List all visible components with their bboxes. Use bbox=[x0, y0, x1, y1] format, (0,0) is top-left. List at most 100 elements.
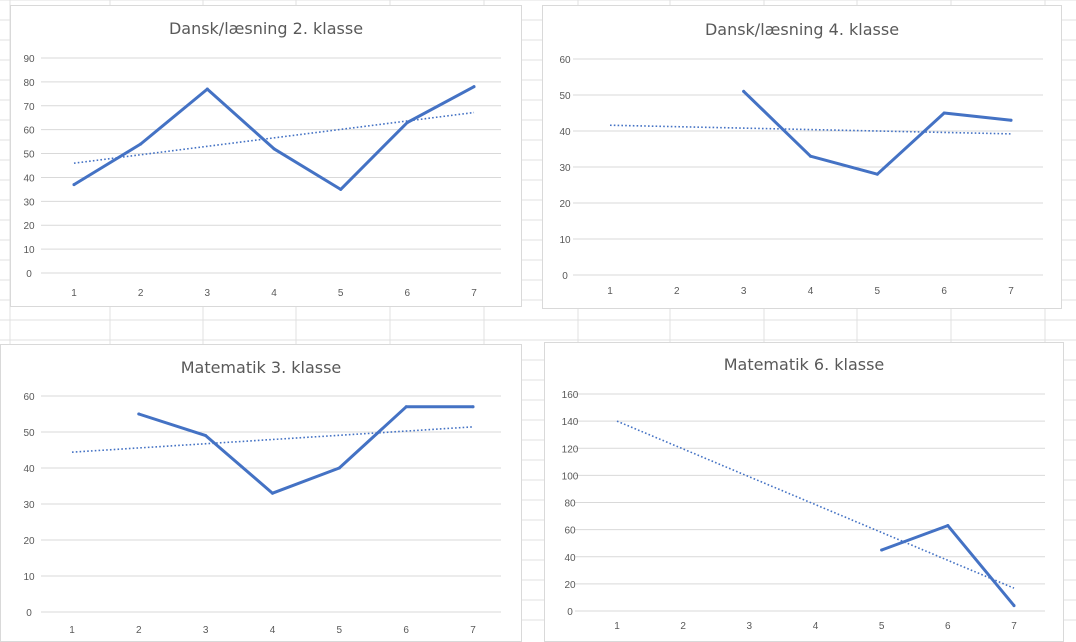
x-tick-label: 7 bbox=[470, 625, 476, 636]
x-tick-label: 4 bbox=[270, 625, 276, 636]
y-tick-label: 60 bbox=[23, 392, 35, 403]
y-tick-label: 40 bbox=[559, 127, 571, 138]
x-tick-label: 1 bbox=[607, 286, 613, 297]
data-point bbox=[471, 405, 475, 409]
x-tick-label: 7 bbox=[1008, 286, 1014, 297]
x-tick-label: 5 bbox=[875, 286, 881, 297]
data-point bbox=[272, 147, 276, 151]
data-point bbox=[72, 183, 76, 187]
data-point bbox=[139, 142, 143, 146]
y-tick-label: 80 bbox=[564, 499, 576, 510]
y-tick-label: 50 bbox=[23, 428, 35, 439]
y-tick-label: 50 bbox=[559, 91, 571, 102]
data-point bbox=[742, 89, 746, 93]
y-tick-label: 0 bbox=[26, 269, 32, 280]
x-tick-label: 1 bbox=[614, 621, 620, 632]
x-tick-label: 2 bbox=[680, 621, 686, 632]
y-tick-label: 90 bbox=[23, 54, 35, 65]
x-tick-label: 3 bbox=[747, 621, 753, 632]
x-tick-label: 2 bbox=[138, 288, 144, 299]
y-tick-label: 30 bbox=[23, 500, 35, 511]
y-tick-label: 40 bbox=[564, 553, 576, 564]
y-tick-label: 20 bbox=[23, 536, 35, 547]
y-tick-label: 0 bbox=[562, 271, 568, 282]
chart-title: Dansk/læsning 4. klasse bbox=[704, 20, 900, 39]
data-point bbox=[472, 85, 476, 89]
data-point bbox=[137, 412, 141, 416]
chart-title: Matematik 6. klasse bbox=[723, 355, 885, 374]
x-tick-label: 7 bbox=[1011, 621, 1017, 632]
y-tick-label: 10 bbox=[23, 572, 35, 583]
x-tick-label: 6 bbox=[941, 286, 947, 297]
y-tick-label: 60 bbox=[564, 526, 576, 537]
series-line bbox=[742, 89, 1013, 176]
x-tick-label: 1 bbox=[71, 288, 77, 299]
x-tick-label: 3 bbox=[203, 625, 209, 636]
data-point bbox=[405, 121, 409, 124]
y-tick-label: 30 bbox=[23, 197, 35, 208]
trendline bbox=[609, 124, 1012, 135]
data-point bbox=[946, 524, 950, 528]
series-line bbox=[880, 524, 1016, 608]
data-point bbox=[942, 111, 946, 115]
chart-dansk-2-klasse[interactable]: Dansk/læsning 2. klasse 0 10 20 30 40 50 60 70 8… bbox=[10, 5, 522, 307]
chart-plot-area: 0 20 40 60 80 100 120 140 160 1 2 3 4 5 6 7 bbox=[562, 390, 1045, 632]
data-point bbox=[1012, 604, 1016, 608]
x-tick-label: 6 bbox=[405, 288, 411, 299]
data-point bbox=[1009, 118, 1013, 122]
trendline bbox=[616, 420, 1015, 589]
y-tick-label: 0 bbox=[26, 608, 32, 619]
data-point bbox=[204, 434, 208, 438]
y-tick-label: 80 bbox=[23, 78, 35, 89]
chart-dansk-4-klasse[interactable]: Dansk/læsning 4. klasse 0 10 20 30 40 50 60 1 2 3… bbox=[542, 5, 1062, 309]
chart-plot-area: 0 10 20 30 40 50 60 1 2 3 4 5 6 7 bbox=[23, 392, 501, 636]
y-tick-label: 140 bbox=[562, 417, 579, 428]
series-line bbox=[137, 405, 475, 495]
x-tick-label: 2 bbox=[136, 625, 142, 636]
y-tick-label: 60 bbox=[559, 55, 571, 66]
y-tick-label: 70 bbox=[23, 102, 35, 113]
y-tick-label: 0 bbox=[567, 607, 573, 618]
y-tick-label: 160 bbox=[562, 390, 579, 401]
chart-matematik-6-klasse[interactable]: Matematik 6. klasse 0 20 40 60 80 100 120 140 16… bbox=[544, 342, 1064, 642]
x-tick-label: 4 bbox=[808, 286, 814, 297]
data-point bbox=[205, 87, 209, 91]
x-tick-label: 1 bbox=[69, 625, 75, 636]
x-tick-label: 7 bbox=[471, 288, 477, 299]
x-tick-label: 3 bbox=[741, 286, 747, 297]
chart-plot-area: 0 10 20 30 40 50 60 70 80 90 1 2 3 4 5 6 7 bbox=[23, 54, 501, 299]
y-tick-label: 10 bbox=[23, 245, 35, 256]
data-point bbox=[271, 491, 274, 495]
chart-title: Matematik 3. klasse bbox=[180, 358, 342, 377]
chart-title: Dansk/læsning 2. klasse bbox=[168, 19, 364, 38]
y-tick-label: 60 bbox=[23, 126, 35, 137]
y-tick-label: 20 bbox=[23, 221, 35, 232]
data-point bbox=[875, 172, 879, 176]
x-tick-label: 4 bbox=[813, 621, 819, 632]
data-point bbox=[337, 466, 341, 470]
trendline bbox=[71, 426, 474, 453]
y-tick-label: 120 bbox=[562, 444, 579, 455]
data-point bbox=[809, 154, 812, 158]
y-tick-label: 20 bbox=[564, 580, 576, 591]
chart-matematik-3-klasse[interactable]: Matematik 3. klasse 0 10 20 30 40 50 60 1 2 3 4 5 6 7 bbox=[0, 344, 522, 642]
y-tick-label: 40 bbox=[23, 464, 35, 475]
y-tick-label: 100 bbox=[562, 471, 579, 482]
data-point bbox=[339, 187, 343, 191]
x-tick-label: 3 bbox=[205, 288, 211, 299]
data-point bbox=[404, 405, 408, 409]
x-tick-label: 5 bbox=[879, 621, 885, 632]
data-point bbox=[880, 548, 884, 552]
y-tick-label: 40 bbox=[23, 173, 35, 184]
x-tick-label: 6 bbox=[945, 621, 951, 632]
x-tick-label: 5 bbox=[337, 625, 343, 636]
x-tick-label: 4 bbox=[271, 288, 277, 299]
x-tick-label: 2 bbox=[674, 286, 680, 297]
y-tick-label: 20 bbox=[559, 199, 571, 210]
y-tick-label: 50 bbox=[23, 150, 35, 161]
x-tick-label: 6 bbox=[403, 625, 409, 636]
x-tick-label: 5 bbox=[338, 288, 344, 299]
chart-plot-area: 0 10 20 30 40 50 60 1 2 3 4 5 6 7 bbox=[559, 55, 1043, 297]
y-tick-label: 30 bbox=[559, 163, 571, 174]
y-tick-label: 10 bbox=[559, 235, 571, 246]
